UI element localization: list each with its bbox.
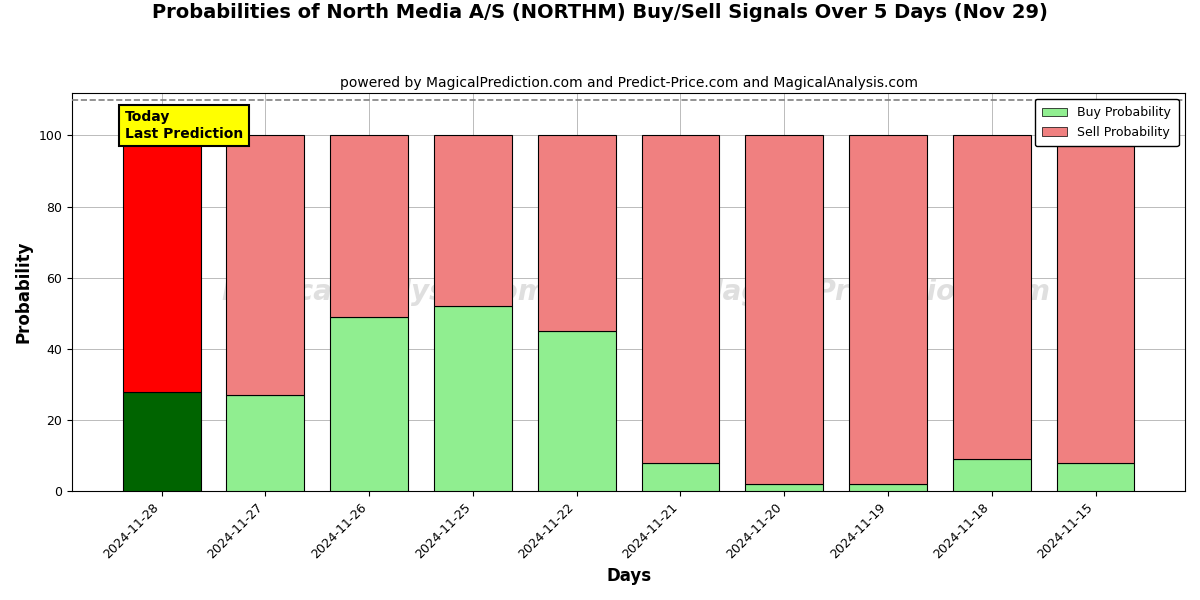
X-axis label: Days: Days: [606, 567, 652, 585]
Bar: [122, 135, 200, 392]
Bar: [953, 135, 1031, 460]
Bar: [850, 135, 926, 484]
Text: MagicalPrediction.com: MagicalPrediction.com: [696, 278, 1051, 306]
Bar: [227, 135, 305, 395]
Text: MagicalAnalysis.com: MagicalAnalysis.com: [221, 278, 546, 306]
Bar: [538, 331, 616, 491]
Bar: [330, 317, 408, 491]
Text: Probabilities of North Media A/S (NORTHM) Buy/Sell Signals Over 5 Days (Nov 29): Probabilities of North Media A/S (NORTHM…: [152, 3, 1048, 22]
Bar: [227, 395, 305, 491]
Bar: [745, 135, 823, 484]
Bar: [1056, 463, 1134, 491]
Bar: [1056, 135, 1134, 463]
Bar: [122, 392, 200, 491]
Title: powered by MagicalPrediction.com and Predict-Price.com and MagicalAnalysis.com: powered by MagicalPrediction.com and Pre…: [340, 76, 918, 90]
Y-axis label: Probability: Probability: [16, 241, 34, 343]
Bar: [642, 135, 719, 463]
Text: Today
Last Prediction: Today Last Prediction: [125, 110, 244, 140]
Bar: [434, 306, 512, 491]
Bar: [330, 135, 408, 317]
Bar: [434, 135, 512, 306]
Bar: [642, 463, 719, 491]
Bar: [850, 484, 926, 491]
Bar: [538, 135, 616, 331]
Bar: [953, 460, 1031, 491]
Bar: [745, 484, 823, 491]
Legend: Buy Probability, Sell Probability: Buy Probability, Sell Probability: [1034, 99, 1178, 146]
